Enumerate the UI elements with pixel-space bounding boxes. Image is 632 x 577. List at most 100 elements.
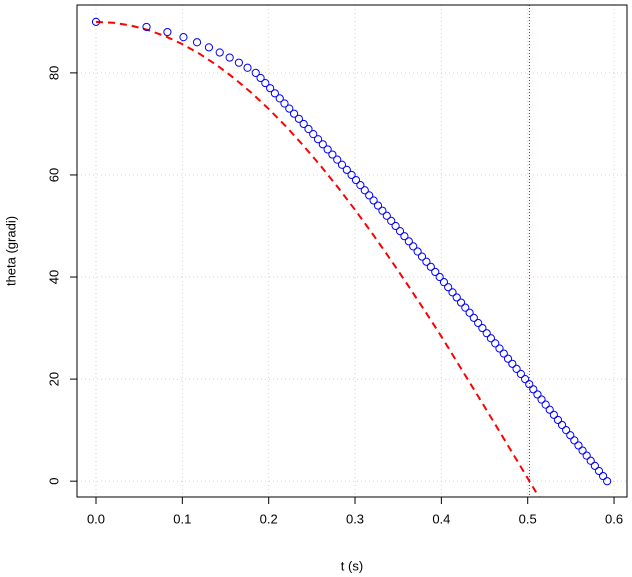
data-point — [469, 313, 478, 322]
data-point — [280, 99, 289, 108]
data-point — [503, 354, 513, 363]
x-tick-label: 0.5 — [519, 511, 537, 526]
data-point — [594, 466, 604, 476]
data-point — [545, 405, 554, 414]
x-tick-label: 0.1 — [173, 511, 191, 526]
data-point — [337, 160, 347, 169]
data-point — [431, 267, 440, 277]
data-point — [225, 53, 234, 62]
data-point — [251, 68, 260, 77]
y-tick-label: 40 — [46, 270, 61, 284]
data-point — [435, 272, 444, 282]
data-point — [444, 283, 453, 292]
data-point — [461, 303, 470, 312]
data-point — [323, 145, 332, 154]
data-point — [586, 456, 595, 465]
data-point — [478, 323, 487, 333]
y-tick-label: 80 — [46, 66, 61, 80]
data-point — [422, 257, 431, 266]
data-point — [582, 451, 591, 460]
data-point — [495, 344, 504, 353]
x-axis-label: t (s) — [341, 558, 363, 573]
data-point — [448, 288, 457, 297]
data-point — [574, 441, 583, 450]
data-point — [533, 390, 542, 399]
data-point — [499, 349, 508, 358]
data-point — [474, 318, 483, 328]
data-point — [578, 446, 587, 455]
data-point — [313, 135, 323, 144]
data-point — [192, 38, 202, 47]
data-point — [378, 206, 387, 215]
data-point — [541, 400, 550, 409]
data-point — [557, 420, 567, 430]
data-point — [289, 109, 299, 118]
data-point — [328, 150, 337, 159]
data-point — [598, 471, 608, 481]
data-point — [256, 73, 265, 83]
x-tick-label: 0.6 — [605, 511, 623, 526]
x-tick-label: 0.2 — [260, 511, 278, 526]
data-point — [382, 211, 391, 220]
data-point — [356, 181, 365, 190]
data-point — [486, 334, 496, 343]
data-point — [261, 78, 270, 88]
data-point — [508, 359, 517, 368]
model-line — [95, 20, 541, 497]
data-point — [179, 33, 188, 42]
data-point — [234, 58, 243, 67]
data-point — [163, 27, 172, 37]
data-point — [512, 364, 521, 373]
data-point — [391, 221, 400, 231]
data-point — [553, 415, 563, 425]
data-point — [562, 426, 571, 435]
data-point — [360, 186, 369, 195]
data-point — [275, 94, 284, 103]
data-point — [570, 436, 579, 445]
data-point — [270, 89, 279, 98]
data-point — [304, 124, 313, 134]
data-point — [491, 339, 500, 348]
data-point — [521, 375, 530, 384]
data-point — [215, 48, 224, 57]
data-point — [347, 170, 356, 180]
y-tick-label: 20 — [46, 372, 61, 386]
y-tick-label: 60 — [46, 168, 61, 182]
data-point — [465, 308, 474, 317]
data-point — [549, 410, 558, 419]
x-tick-label: 0.3 — [346, 511, 364, 526]
data-point — [395, 226, 405, 236]
data-point — [426, 262, 435, 271]
data-point — [404, 237, 413, 246]
data-point — [400, 232, 409, 241]
data-point — [417, 252, 427, 261]
data-point — [369, 196, 378, 205]
data-point — [91, 17, 101, 26]
data-point — [516, 369, 525, 379]
data-point — [294, 114, 303, 123]
data-point — [439, 278, 449, 287]
data-point — [243, 63, 252, 72]
data-point — [342, 165, 351, 174]
data-point — [285, 104, 294, 113]
data-point — [409, 242, 418, 251]
data-point — [537, 395, 546, 404]
data-point — [365, 191, 374, 200]
data-point — [204, 43, 214, 52]
data-point — [566, 431, 575, 440]
data-point — [373, 201, 383, 210]
y-tick-label: 0 — [46, 478, 61, 485]
data-point — [333, 155, 342, 164]
data-point — [309, 130, 318, 139]
data-point — [452, 293, 461, 302]
plot-frame — [76, 4, 628, 498]
plot-area — [91, 5, 612, 497]
data-point — [387, 216, 396, 225]
data-point — [529, 385, 538, 394]
data-point — [351, 175, 361, 185]
data-point — [456, 298, 466, 307]
data-point — [603, 477, 612, 486]
data-point — [482, 329, 491, 338]
